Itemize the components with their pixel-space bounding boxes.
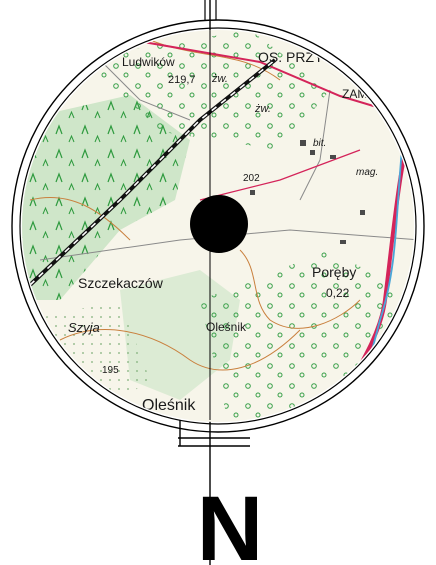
label-elevation-202: 202 [243,173,260,184]
label-ludwikow: Ludwików [122,55,175,69]
north-label: N [197,478,263,565]
compass-outer-ring [11,19,425,433]
label-poreby-value: 0,22 [326,286,350,300]
label-mag: mag. [356,167,378,178]
railway [28,58,277,287]
contour-lines [29,39,361,371]
label-zamos: ZAMOS [342,87,385,101]
meadow-area-north [70,30,330,150]
top-tick [204,0,217,20]
forest-area-west-pattern [22,95,190,300]
index-marks [178,420,250,447]
label-szyja: Szyja [68,320,100,335]
label-os-przy: OS. PRZY [258,49,324,65]
label-elevation-219: 219,7 [168,74,196,86]
label-olesnik-small: Oleśnik [206,320,247,334]
label-zw-1: żw. [211,73,228,85]
label-elevation-195: 195 [102,365,119,376]
label-olesnik-big: Oleśnik [142,397,196,414]
label-szczekaczow: Szczekaczów [78,275,164,291]
label-zw-2: żw. [254,103,271,115]
road-local [199,149,361,201]
buildings [250,140,365,244]
center-marker [190,195,248,253]
label-bit: bit. [313,138,326,149]
compass-inner-ring [19,27,417,425]
label-poreby: Poręby [312,264,356,280]
map-labels: Ludwików OS. PRZY 219,7 żw. żw. ZAMOS bi… [68,49,385,414]
